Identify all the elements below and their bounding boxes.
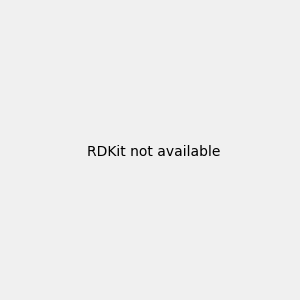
Text: RDKit not available: RDKit not available: [87, 145, 220, 158]
